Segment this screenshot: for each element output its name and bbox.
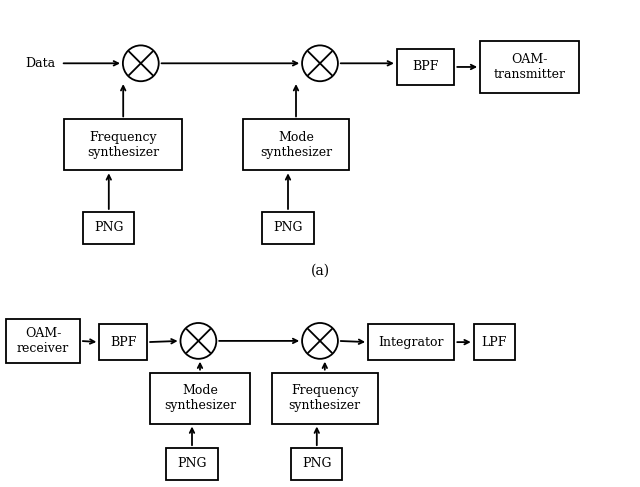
FancyBboxPatch shape xyxy=(368,324,454,360)
Text: Data: Data xyxy=(26,57,56,70)
FancyBboxPatch shape xyxy=(166,448,218,480)
Text: Mode
synthesizer: Mode synthesizer xyxy=(260,131,332,159)
FancyBboxPatch shape xyxy=(64,119,182,170)
Text: OAM-
transmitter: OAM- transmitter xyxy=(493,53,566,81)
FancyBboxPatch shape xyxy=(99,324,147,360)
Ellipse shape xyxy=(302,323,338,359)
FancyBboxPatch shape xyxy=(150,373,250,424)
FancyBboxPatch shape xyxy=(243,119,349,170)
Text: Frequency
synthesizer: Frequency synthesizer xyxy=(289,384,361,412)
Ellipse shape xyxy=(123,45,159,81)
FancyBboxPatch shape xyxy=(474,324,515,360)
Text: PNG: PNG xyxy=(302,457,332,470)
FancyBboxPatch shape xyxy=(262,212,314,244)
Text: PNG: PNG xyxy=(94,221,124,234)
FancyBboxPatch shape xyxy=(480,41,579,93)
Text: PNG: PNG xyxy=(177,457,207,470)
FancyBboxPatch shape xyxy=(272,373,378,424)
Text: LPF: LPF xyxy=(482,336,507,349)
Text: (a): (a) xyxy=(310,263,330,277)
Text: BPF: BPF xyxy=(412,60,439,74)
Text: OAM-
receiver: OAM- receiver xyxy=(17,327,69,355)
Text: Mode
synthesizer: Mode synthesizer xyxy=(164,384,236,412)
FancyBboxPatch shape xyxy=(397,49,454,85)
FancyBboxPatch shape xyxy=(291,448,342,480)
Ellipse shape xyxy=(180,323,216,359)
Text: PNG: PNG xyxy=(273,221,303,234)
Ellipse shape xyxy=(302,45,338,81)
Text: Frequency
synthesizer: Frequency synthesizer xyxy=(87,131,159,159)
FancyBboxPatch shape xyxy=(83,212,134,244)
Text: Integrator: Integrator xyxy=(378,336,444,349)
FancyBboxPatch shape xyxy=(6,319,80,363)
Text: BPF: BPF xyxy=(110,336,136,349)
